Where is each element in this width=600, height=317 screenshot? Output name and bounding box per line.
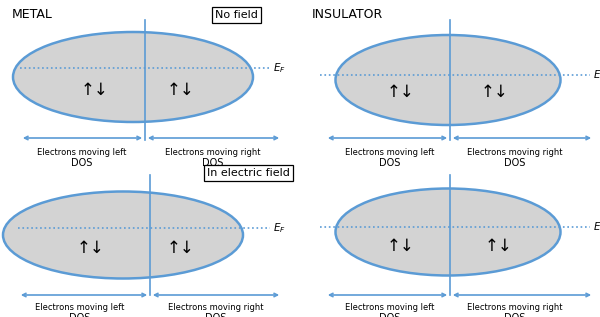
Text: DOS: DOS: [379, 158, 401, 168]
Text: ↑↓: ↑↓: [484, 237, 512, 255]
Text: DOS: DOS: [379, 313, 401, 317]
Text: ↑↓: ↑↓: [386, 237, 414, 255]
Text: Electrons moving right: Electrons moving right: [168, 303, 264, 312]
Text: DOS: DOS: [70, 313, 91, 317]
Text: $E_F$: $E_F$: [273, 61, 286, 75]
Ellipse shape: [335, 35, 560, 125]
Text: Electrons moving right: Electrons moving right: [165, 148, 261, 157]
Text: ↑↓: ↑↓: [481, 83, 509, 101]
Text: DOS: DOS: [71, 158, 92, 168]
Text: ↑↓: ↑↓: [166, 239, 194, 257]
Text: Electrons moving left: Electrons moving left: [346, 148, 434, 157]
Text: Electrons moving right: Electrons moving right: [467, 303, 563, 312]
Ellipse shape: [3, 191, 243, 279]
Text: $E_F$: $E_F$: [593, 68, 600, 82]
Text: In electric field: In electric field: [207, 168, 290, 178]
Text: INSULATOR: INSULATOR: [312, 8, 383, 21]
Text: Electrons moving left: Electrons moving left: [35, 303, 125, 312]
Text: DOS: DOS: [205, 313, 227, 317]
Text: ↑↓: ↑↓: [81, 81, 109, 99]
Ellipse shape: [335, 189, 560, 275]
Text: Electrons moving left: Electrons moving left: [37, 148, 127, 157]
Text: Electrons moving left: Electrons moving left: [346, 303, 434, 312]
Text: DOS: DOS: [505, 313, 526, 317]
Text: ↑↓: ↑↓: [76, 239, 104, 257]
Text: METAL: METAL: [12, 8, 53, 21]
Text: Electrons moving right: Electrons moving right: [467, 148, 563, 157]
Text: $E_F$: $E_F$: [593, 220, 600, 234]
Text: No field: No field: [215, 10, 258, 20]
Text: DOS: DOS: [202, 158, 224, 168]
Text: ↑↓: ↑↓: [386, 83, 414, 101]
Text: ↑↓: ↑↓: [166, 81, 194, 99]
Ellipse shape: [13, 32, 253, 122]
Text: $E_F$: $E_F$: [273, 221, 286, 235]
Text: DOS: DOS: [505, 158, 526, 168]
